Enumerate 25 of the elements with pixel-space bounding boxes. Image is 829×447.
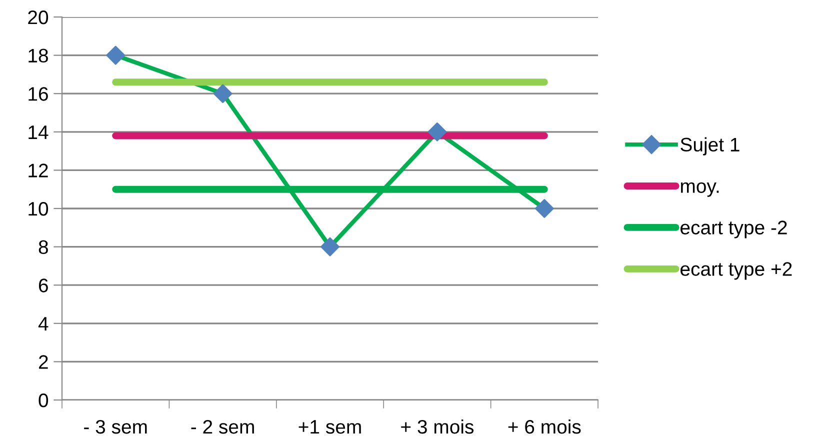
- point: [534, 199, 554, 218]
- legend-label: ecart type -2: [680, 220, 787, 238]
- legend-label: Sujet 1: [680, 137, 740, 156]
- x-tick-label: - 2 sem: [191, 420, 254, 434]
- y-tick-label: 14: [28, 126, 48, 139]
- x-tick-label: + 3 mois: [401, 419, 474, 434]
- y-tick-label: 2: [38, 355, 48, 369]
- legend-label: moy.: [681, 182, 719, 197]
- legend-label: ecart type +2: [680, 262, 792, 280]
- x-tick-label: - 3 sem: [84, 420, 147, 434]
- point: [213, 84, 232, 104]
- y-tick-label: 10: [28, 202, 48, 216]
- x-tick-label: +1 sem: [298, 420, 361, 434]
- y-tick-label: 6: [38, 278, 48, 292]
- y-tick-label: 12: [28, 164, 48, 178]
- y-tick-label: 4: [38, 317, 48, 330]
- point: [428, 122, 447, 142]
- x-tick-label: + 6 mois: [508, 419, 581, 434]
- y-tick-label: 16: [28, 87, 48, 101]
- point: [106, 46, 126, 65]
- y-tick-label: 20: [28, 10, 48, 24]
- y-tick-label: 0: [38, 393, 48, 408]
- y-tick-label: 8: [38, 240, 48, 254]
- point: [320, 237, 340, 256]
- y-tick-label: 18: [28, 48, 48, 63]
